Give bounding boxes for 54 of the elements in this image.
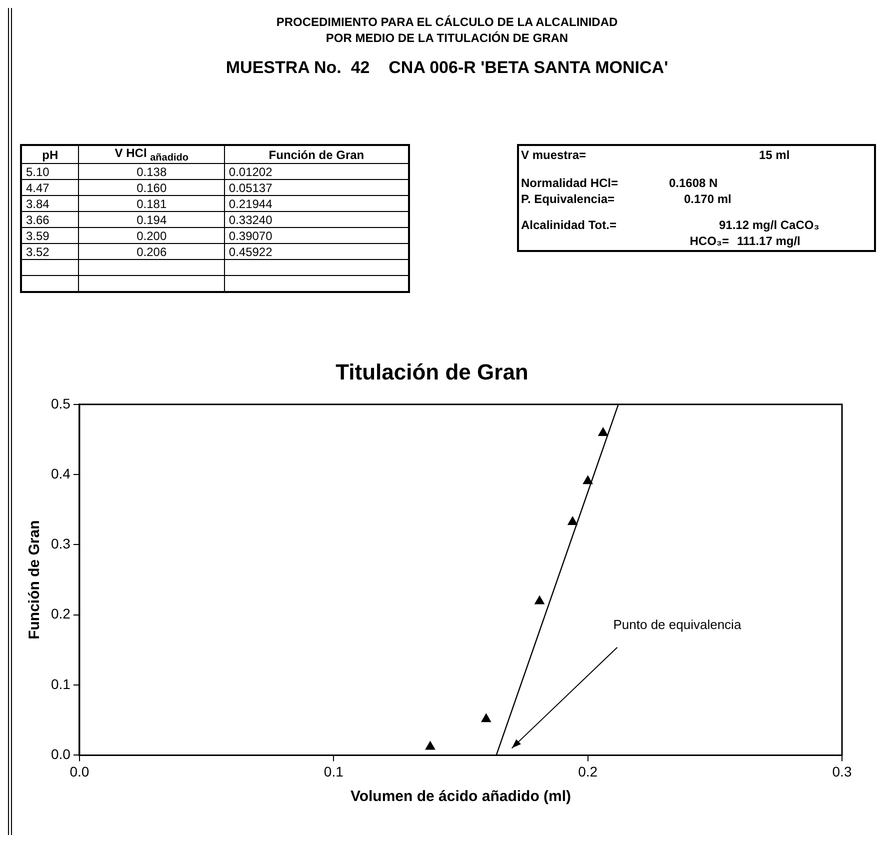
text: 0.01202 <box>224 164 409 180</box>
annotation: Punto de equivalencia <box>613 616 742 632</box>
text: 111.17 mg/l <box>737 234 800 248</box>
y-tick-label: 0.3 <box>50 536 71 552</box>
text: 0.33240 <box>224 212 409 228</box>
y-tick-label: 0.0 <box>50 746 71 762</box>
text: 0.200 <box>78 228 224 244</box>
text: 0.170 ml <box>684 192 732 206</box>
text: MUESTRA No. 42 CNA 006-R 'BETA SANTA MONICA' <box>224 58 670 77</box>
x-tick-label: 0.2 <box>578 763 598 780</box>
point <box>481 714 491 722</box>
text: 4.47 <box>21 180 79 196</box>
text: Normalidad HCl= <box>521 176 618 190</box>
y-tick-label: 0.1 <box>50 676 71 692</box>
text: V muestra= <box>521 148 588 162</box>
x-tick-label: 0.3 <box>832 763 852 780</box>
point <box>568 516 578 525</box>
text: 3.52 <box>21 244 79 260</box>
text: 0.206 <box>78 244 224 260</box>
y-tick-label: 0.5 <box>50 395 71 412</box>
text: POR MEDIO DE LA TITULACIÓN DE GRAN <box>324 30 570 46</box>
text: HCO₃= <box>688 234 729 248</box>
y-tick-label: 0.2 <box>50 606 71 622</box>
text: 15 ml <box>759 148 790 162</box>
text: 0.138 <box>78 164 224 180</box>
x-axis-title: Volumen de ácido añadido (ml) <box>350 788 572 806</box>
text: Función de Gran <box>224 145 409 164</box>
text: 5.10 <box>21 164 79 180</box>
x-tick-label: 0.1 <box>324 763 344 780</box>
text: 0.45922 <box>224 244 409 260</box>
y-tick-label: 0.4 <box>50 465 71 482</box>
point <box>598 428 608 436</box>
text: 0.160 <box>78 180 224 196</box>
text: V HCl $_{añadido}$ <box>78 145 224 164</box>
x-tick-label: 0.0 <box>70 763 90 780</box>
text: P. Equivalencia= <box>521 192 614 206</box>
point <box>582 476 593 484</box>
text: 0.21944 <box>224 196 409 212</box>
text: 0.1608 N <box>669 176 718 190</box>
text: 0.05137 <box>224 180 409 196</box>
text: PROCEDIMIENTO PARA EL CÁLCULO DE LA ALCALINIDAD <box>275 14 619 30</box>
text: pH <box>21 145 79 164</box>
y-axis-title: Función de Gran <box>26 520 44 640</box>
chart-title: Titulación de Gran <box>336 359 528 384</box>
text: 3.66 <box>21 212 79 228</box>
text: 3.59 <box>21 228 79 244</box>
text: 0.39070 <box>224 228 409 244</box>
text: 91.12 mg/l CaCO₃ <box>719 218 820 232</box>
text: 0.194 <box>78 212 224 228</box>
point <box>534 596 544 604</box>
text: 3.84 <box>21 196 79 212</box>
text: 0.181 <box>78 196 224 212</box>
text: Alcalinidad Tot.= <box>521 218 618 232</box>
point <box>425 741 436 750</box>
